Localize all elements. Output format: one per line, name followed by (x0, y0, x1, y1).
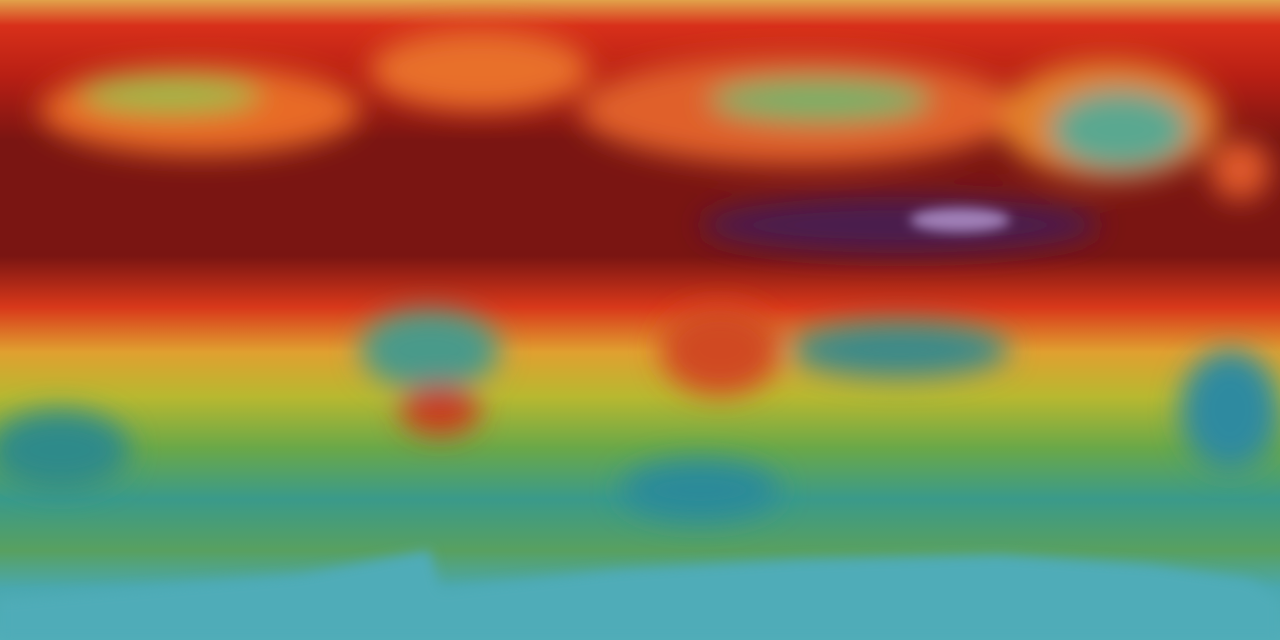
eastern-pacific-red (1210, 140, 1270, 200)
australia-teal (1180, 350, 1280, 470)
northern-green-patch (80, 77, 260, 113)
tropical-dark-band (700, 197, 1100, 253)
south-atlantic-swirl (620, 460, 780, 520)
tropical-white-plume (910, 208, 1010, 232)
siberia-green-patch (1050, 90, 1190, 170)
americas-green-patch (360, 310, 500, 390)
antarctica-landmass (0, 550, 1280, 640)
south-america-red (400, 385, 480, 435)
south-pacific-swirl (0, 410, 130, 490)
arctic-orange-swirl (370, 30, 590, 110)
eurasia-green-patch (710, 78, 930, 122)
africa-red-patch (660, 305, 780, 395)
indian-ocean-teal (790, 322, 1010, 378)
